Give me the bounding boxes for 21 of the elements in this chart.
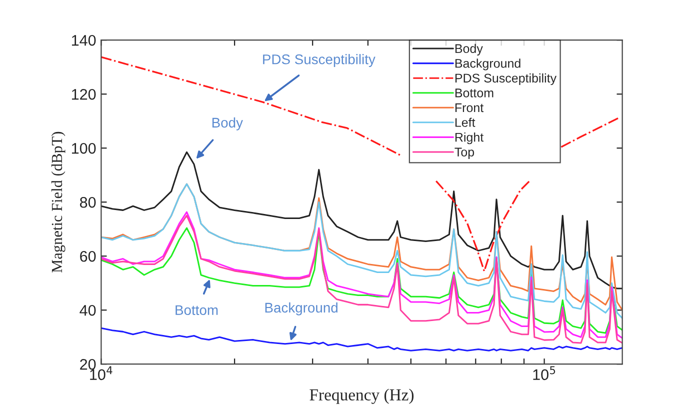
- annotation: Background: [265, 302, 338, 316]
- legend-label: Bottom: [455, 88, 494, 98]
- legend-label: PDS Susceptibility: [455, 73, 557, 86]
- y-tick-label: 60: [80, 250, 96, 262]
- y-tick-label: 140: [72, 34, 96, 46]
- annotation: Bottom: [176, 305, 218, 316]
- legend-label: Left: [455, 118, 476, 127]
- legend-label: Background: [455, 58, 520, 70]
- y-axis-title: Magnetic Field (dBpT): [51, 132, 66, 273]
- legend-label: Front: [455, 103, 484, 112]
- y-tick-label: 100: [72, 142, 96, 154]
- annotation: Body: [212, 117, 243, 130]
- legend-label: Top: [454, 148, 474, 159]
- x-axis-title: Frequency (Hz): [310, 388, 414, 404]
- y-tick-label: 80: [80, 196, 96, 208]
- y-tick-label: 40: [80, 304, 96, 316]
- x-tick-label: 10$^{5}$: [533, 366, 556, 380]
- legend-label: Right: [455, 132, 484, 144]
- annotation: PDS Susceptibility: [263, 54, 376, 67]
- y-tick-label: 120: [72, 88, 96, 100]
- legend-label: Body: [455, 44, 483, 56]
